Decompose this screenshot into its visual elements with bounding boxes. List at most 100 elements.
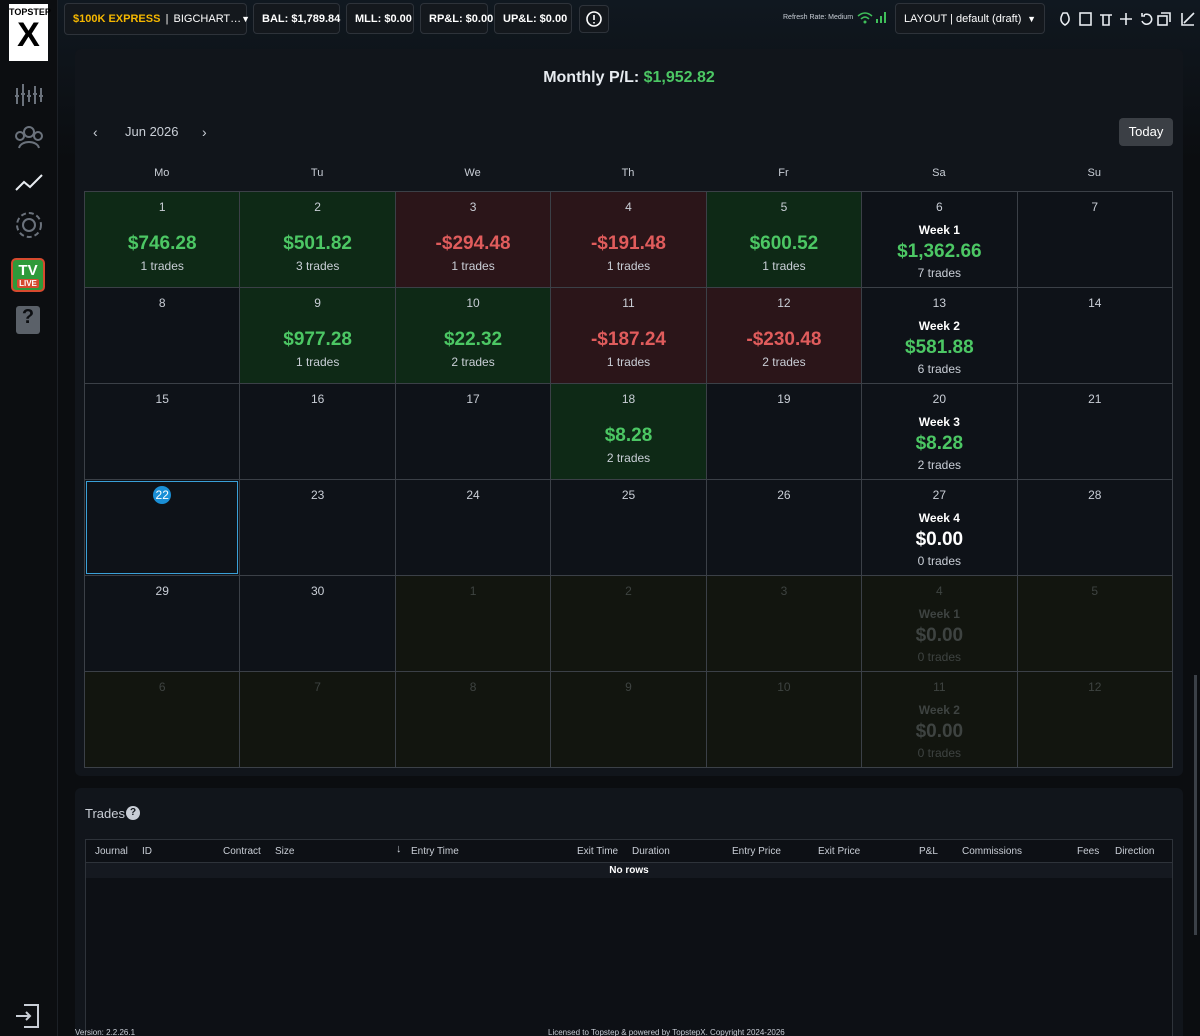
week-label: Week 1 [918, 223, 960, 237]
signal-icons [857, 12, 886, 24]
day-cell: 24 [394, 479, 552, 576]
day-number: 19 [777, 392, 791, 406]
day-cell: 28 [1016, 479, 1173, 576]
day-number: 1 [469, 584, 477, 598]
stat: MLL: $0.00 [346, 3, 414, 34]
day-number: 8 [469, 680, 477, 694]
sidebar: TOPSTEP X TV LIVE ? [0, 0, 58, 1036]
column-header: Direction [1115, 846, 1155, 857]
nav-icons[interactable] [13, 82, 45, 252]
day-number: 13 [932, 296, 947, 310]
tv-live[interactable]: TV LIVE [11, 258, 45, 292]
day-number: 12 [1088, 680, 1102, 694]
day-cell: 4 -$191.48 1 trades [550, 191, 707, 288]
day-cell: 21 [1016, 383, 1173, 480]
day-cell: 9 $977.28 1 trades [239, 287, 396, 384]
stat: BAL: $1,789.84 [253, 3, 340, 34]
day-cell: 25 [550, 479, 707, 576]
help-icon[interactable]: ? [16, 306, 40, 334]
day-number: 27 [932, 488, 947, 502]
week-pnl: $8.28 [915, 433, 964, 454]
day-pnl: $600.52 [749, 233, 819, 254]
day-number: 7 [314, 680, 321, 694]
prev-month[interactable]: ‹ [93, 124, 98, 140]
day-number: 28 [1088, 488, 1102, 502]
account-plan: $100K EXPRESS [73, 13, 161, 25]
monthly-pl-label: Monthly P/L: [543, 69, 640, 86]
day-number: 14 [1088, 296, 1102, 310]
column-header: Entry Time [411, 846, 459, 857]
day-cell: 23 [239, 479, 396, 576]
next-month[interactable]: › [202, 124, 207, 140]
column-header: ID [142, 846, 152, 857]
account-selector[interactable]: $100K EXPRESS | BIGCHART… ▼ [64, 3, 250, 35]
stat: RP&L: $0.00 [420, 3, 493, 34]
day-pnl: $8.28 [604, 425, 653, 446]
separator: | [165, 13, 169, 25]
column-header: Journal [95, 846, 128, 857]
scrollbar [1194, 675, 1197, 935]
week-pnl: $0.00 [915, 625, 964, 646]
day-number: 4 [936, 584, 943, 598]
sort-arrow: ↓ [396, 843, 402, 855]
column-header: Size [275, 846, 295, 857]
day-cell: 10 [705, 671, 863, 768]
day-pnl: $746.28 [127, 233, 197, 254]
logo-text: TOPSTEP [9, 7, 51, 17]
day-cell: 2 $501.82 3 trades [239, 191, 396, 288]
day-number: 6 [936, 200, 943, 214]
day-pnl: $977.28 [283, 329, 352, 350]
day-number: 24 [466, 488, 480, 502]
layout-actions[interactable] [1058, 9, 1198, 29]
day-number: 30 [310, 584, 325, 598]
day-number: 5 [1091, 584, 1099, 598]
day-cell: 30 [239, 575, 396, 672]
tv-text: TV [18, 262, 38, 279]
day-cell: 3 [705, 575, 863, 672]
help-icon[interactable]: ? [126, 806, 140, 820]
empty-row [86, 862, 1172, 878]
week-trades: 6 trades [917, 362, 962, 376]
day-number: 21 [1088, 392, 1102, 406]
column-header: Exit Time [577, 846, 619, 857]
day-number: 7 [1091, 200, 1099, 214]
logo[interactable]: TOPSTEP X [9, 4, 51, 61]
layout-selector[interactable]: LAYOUT | default (draft) ▼ [895, 3, 1045, 34]
logout-icon[interactable] [14, 1002, 42, 1030]
day-number: 18 [621, 392, 636, 406]
column-header: Duration [632, 846, 670, 857]
week-label: Week 3 [918, 415, 960, 429]
day-number: 3 [780, 584, 788, 598]
week-label: Week 2 [918, 319, 960, 333]
refresh-rate: Refresh Rate: Medium [783, 14, 854, 21]
version: Version: 2.2.26.1 [75, 1028, 136, 1036]
day-cell: 27 Week 4 $0.00 0 trades [861, 479, 1018, 576]
day-number: 4 [625, 200, 632, 214]
week-label: Week 2 [918, 703, 960, 717]
day-number: 9 [625, 680, 632, 694]
day-cell: 29 [84, 575, 241, 672]
license: Licensed to Topstep & powered by Topstep… [548, 1028, 785, 1036]
today-button[interactable]: Today [1119, 118, 1173, 146]
column-header: Exit Price [818, 846, 861, 857]
day-number: 10 [777, 680, 791, 694]
weekday: Fr [778, 167, 789, 179]
day-number: 26 [777, 488, 791, 502]
day-number: 15 [155, 392, 169, 406]
day-number: 16 [310, 392, 325, 406]
day-cell: 1 [394, 575, 552, 672]
day-number: 8 [158, 296, 166, 310]
day-cell: 5 $600.52 1 trades [705, 191, 863, 288]
info-button[interactable] [579, 5, 609, 33]
day-cell: 11 -$187.24 1 trades [550, 287, 707, 384]
day-cell: 2 [550, 575, 707, 672]
day-cell: 22 [84, 479, 241, 576]
column-header: Contract [223, 846, 261, 857]
day-number: 23 [310, 488, 325, 502]
day-pnl: -$191.48 [590, 233, 666, 254]
monthly-pl-value: $1,952.82 [643, 69, 715, 86]
week-label: Week 4 [918, 511, 960, 525]
column-header: P&L [919, 846, 938, 857]
day-cell: 7 [1016, 191, 1173, 288]
